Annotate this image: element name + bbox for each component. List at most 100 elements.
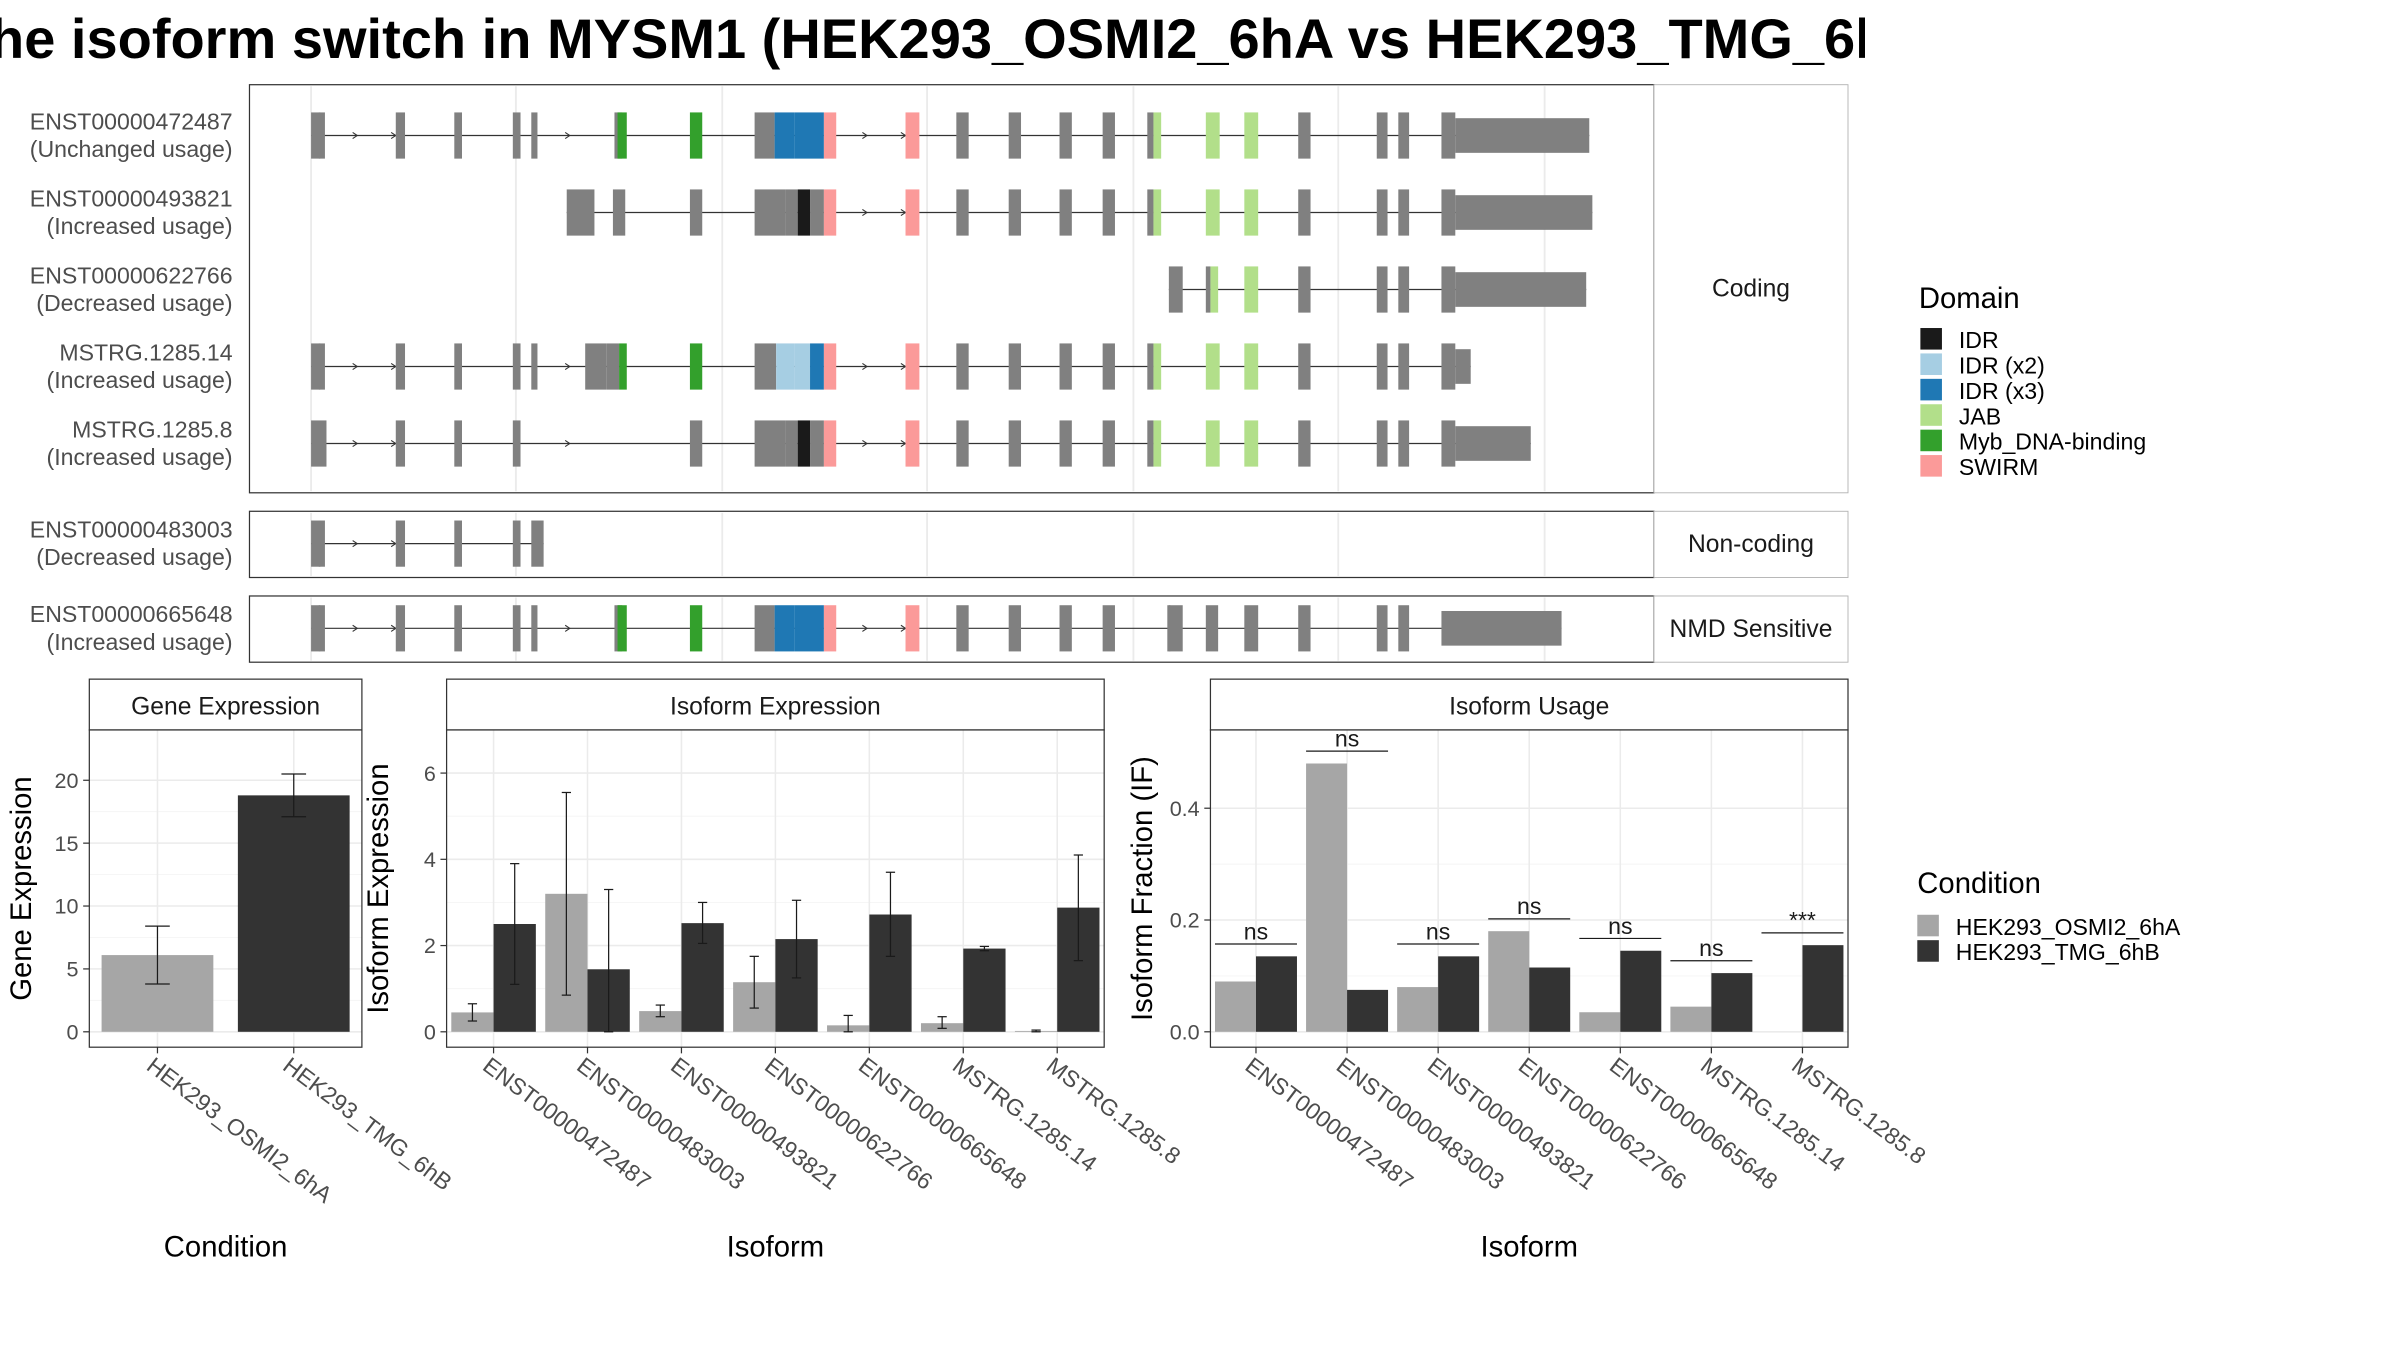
facet-label-1: Non-coding (1688, 531, 1814, 558)
error-bar (885, 871, 896, 957)
bar (1620, 950, 1662, 1032)
exon (1298, 266, 1311, 313)
exon (1441, 189, 1456, 236)
intron-arrow (352, 362, 359, 371)
exon (1102, 420, 1115, 467)
y-tick-label: 0.2 (1170, 908, 1200, 933)
exon (1398, 605, 1410, 652)
bar (1438, 956, 1480, 1032)
exon (1376, 420, 1388, 467)
x-tick-label: ENST00000483003 (572, 1052, 750, 1195)
exon (1205, 343, 1220, 390)
exon (1205, 420, 1220, 467)
exon (1376, 189, 1388, 236)
exon (794, 605, 809, 652)
exon (606, 343, 620, 390)
exon (531, 343, 538, 390)
error-bar (937, 1016, 947, 1029)
exon (754, 420, 786, 467)
significance-label: ns (1244, 918, 1268, 944)
exon (774, 605, 795, 652)
transcript-track (311, 520, 544, 567)
x-tick-label: ENST00000665648 (854, 1052, 1032, 1195)
domain-legend-key (1920, 404, 1942, 426)
condition-legend-key (1917, 940, 1939, 962)
exon (1102, 112, 1115, 159)
x-tick-label: ENST00000472487 (1241, 1052, 1419, 1195)
y-tick-label: 10 (55, 894, 79, 919)
intron-arrow (862, 131, 868, 140)
exon (797, 420, 811, 467)
bar (237, 795, 350, 1032)
facet-label-2: NMD Sensitive (1670, 616, 1833, 643)
exon (512, 343, 521, 390)
exon (1244, 420, 1259, 467)
exon (454, 420, 462, 467)
exon (1008, 343, 1022, 390)
bar (1397, 987, 1439, 1032)
exon (1455, 195, 1593, 230)
exon (585, 343, 607, 390)
transcript-usage-label: (Increased usage) (47, 444, 233, 470)
exon (810, 189, 824, 236)
exon (905, 420, 920, 467)
x-tick-label: ENST00000622766 (1514, 1052, 1692, 1195)
transcript-id-label: ENST00000472487 (30, 108, 233, 134)
exon (1147, 112, 1154, 159)
exon (1398, 112, 1410, 159)
exon (454, 112, 462, 159)
exon (1398, 266, 1410, 313)
bar (1488, 931, 1530, 1032)
exon (1398, 420, 1410, 467)
exon (1059, 420, 1072, 467)
intron-arrow (352, 540, 359, 548)
x-axis-title: Condition (164, 1232, 288, 1264)
error-bar (843, 1014, 853, 1033)
error-bar (561, 791, 571, 996)
exon (1008, 189, 1022, 236)
x-axis-title: Isoform (1480, 1232, 1578, 1264)
panel-title: Gene Expression (131, 694, 320, 721)
significance-label: ns (1426, 918, 1450, 944)
exon (905, 189, 920, 236)
exon (1244, 266, 1259, 313)
transcript-structure-plot: Coding Non-coding NMD Sensitive ENST0000047… (30, 84, 2146, 663)
exon (617, 112, 627, 159)
panel-title: Isoform Usage (1449, 694, 1609, 721)
exon (823, 605, 837, 652)
domain-legend-key (1920, 455, 1942, 477)
transcript-track (311, 343, 1471, 390)
exon (512, 520, 521, 567)
error-bar (791, 899, 802, 979)
x-tick-label: ENST00000493821 (1423, 1052, 1601, 1195)
exon (689, 420, 703, 467)
exon (1205, 605, 1219, 652)
exon (1441, 112, 1456, 159)
transcript-track (1168, 266, 1587, 313)
domain-legend-label: SWIRM (1959, 454, 2038, 480)
y-tick-label: 0.0 (1170, 1020, 1200, 1045)
exon (619, 343, 627, 390)
error-bar (604, 888, 614, 1033)
error-bar (1073, 854, 1083, 962)
noncoding-panel (248, 510, 1655, 579)
x-tick-label: ENST00000472487 (478, 1052, 656, 1195)
transcript-id-label: ENST00000483003 (30, 516, 233, 542)
exon (1153, 189, 1162, 236)
exon (823, 343, 837, 390)
exon (1441, 266, 1456, 313)
exon (1205, 189, 1220, 236)
exon (810, 343, 824, 390)
domain-legend-key (1920, 353, 1942, 375)
exon (1059, 112, 1072, 159)
exon (1210, 266, 1219, 313)
exon (1244, 189, 1259, 236)
panel-strip (1209, 678, 1849, 731)
intron-arrow (352, 131, 359, 140)
facet-strip (1653, 510, 1849, 578)
nmd-panel (248, 595, 1655, 663)
exon (318, 112, 325, 159)
error-bar (1031, 1029, 1041, 1033)
exon (1153, 343, 1162, 390)
transcript-usage-label: (Decreased usage) (36, 544, 232, 570)
